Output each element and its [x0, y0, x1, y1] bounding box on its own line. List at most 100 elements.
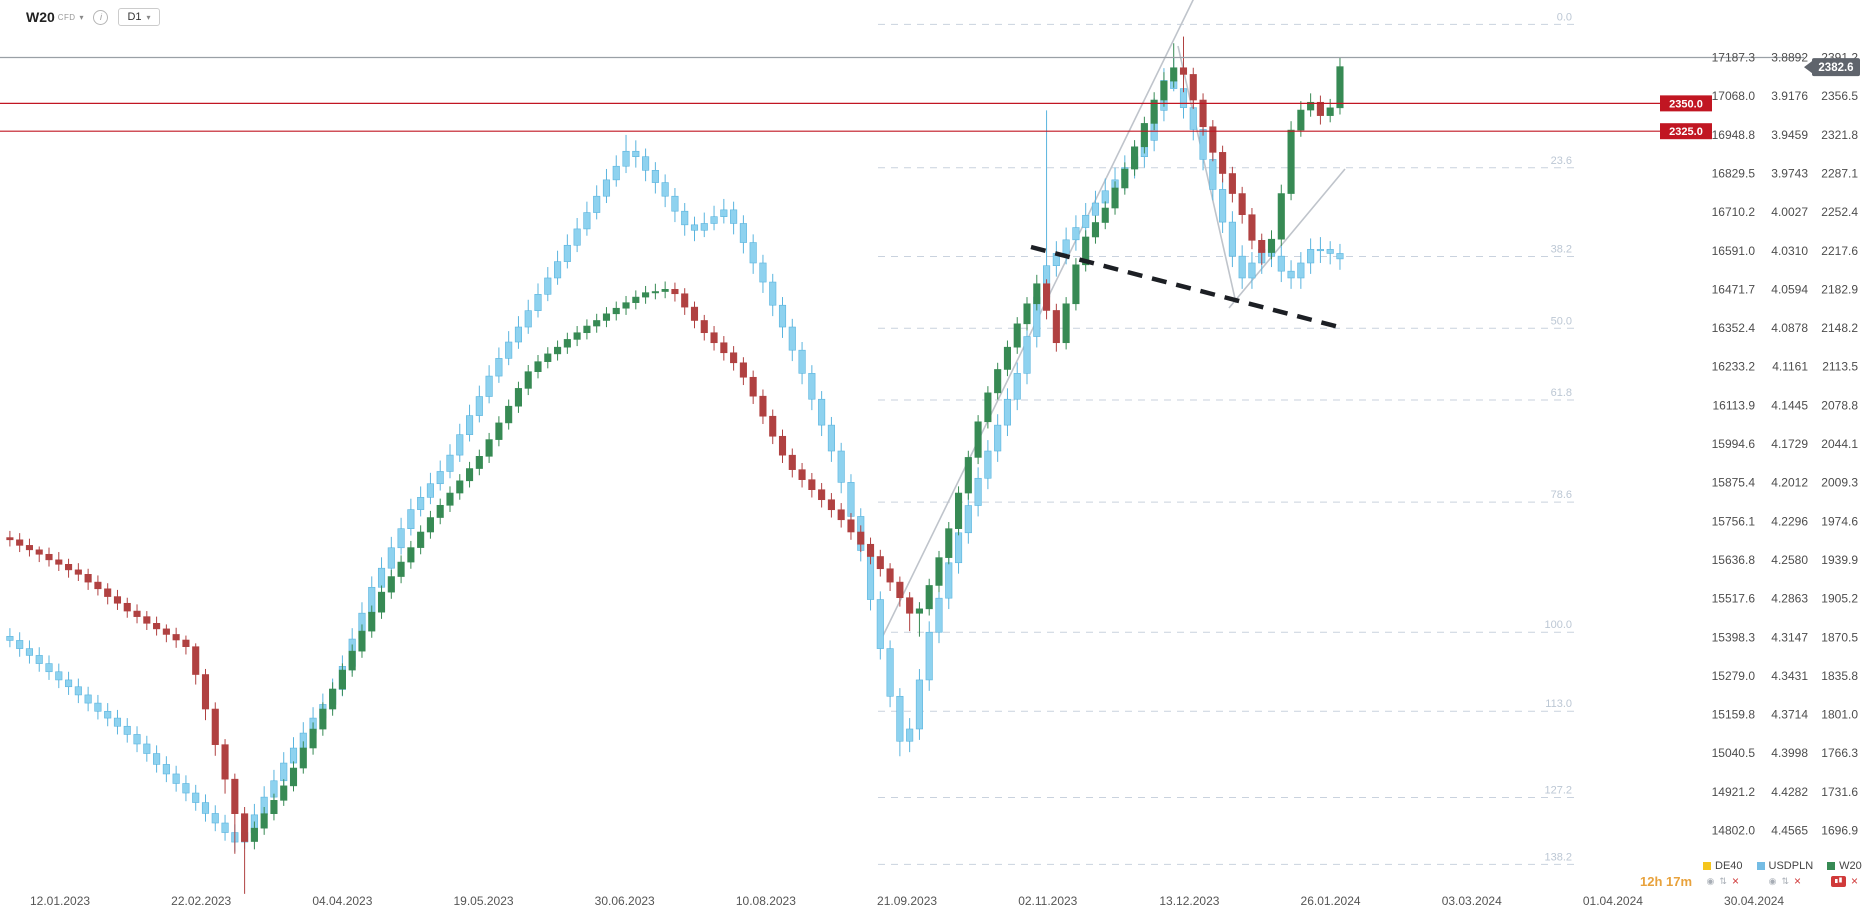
usdpln-candle-body — [201, 802, 210, 814]
w20-candle-body — [1228, 173, 1236, 194]
axis-price-label: 15517.6 — [1712, 592, 1756, 606]
w20-candle-body — [1062, 303, 1070, 344]
usdpln-candle-body — [1209, 159, 1217, 190]
usdpln-candle-body — [974, 477, 982, 506]
w20-candle-body — [65, 563, 73, 571]
x-axis-date-label: 02.11.2023 — [1018, 894, 1077, 908]
w20-candle-body — [524, 371, 532, 389]
x-axis-date-label: 12.01.2023 — [30, 894, 90, 908]
axis-price-label: 15159.8 — [1712, 708, 1756, 722]
w20-candle-body — [16, 539, 24, 546]
axis-price-label: 2009.3 — [1821, 476, 1858, 490]
usdpln-candle-body — [495, 358, 503, 377]
usdpln-candle-body — [818, 398, 826, 426]
chevron-down-icon: ▾ — [146, 12, 151, 22]
axis-price-label: 4.4282 — [1771, 785, 1808, 799]
axis-price-label: 2252.4 — [1821, 205, 1858, 219]
instrument-symbol[interactable]: W20 — [26, 9, 55, 25]
usdpln-candle-body — [925, 631, 933, 681]
w20-candle-body — [964, 457, 972, 494]
w20-candle-body — [475, 456, 483, 469]
price-line-label: 2350.0 — [1669, 98, 1703, 110]
w20-candle-body — [1170, 67, 1178, 82]
usdpln-candle-body — [436, 471, 444, 485]
visibility-icon[interactable]: ◉ — [1768, 875, 1777, 886]
usdpln-candle-body — [524, 310, 532, 328]
w20-candle-body — [573, 332, 581, 340]
legend-item-usdpln[interactable]: USDPLN ◉ ⇅ × — [1756, 860, 1813, 888]
usdpln-candle-body — [113, 717, 122, 727]
usdpln-candle-body — [876, 599, 884, 649]
scale-icon[interactable]: ⇅ — [1781, 875, 1790, 886]
w20-candle-body — [1131, 146, 1139, 170]
w20-candle-body — [818, 489, 826, 501]
usdpln-candle-body — [211, 813, 219, 824]
usdpln-candle-body — [886, 648, 894, 697]
usdpln-candle-body — [1326, 249, 1334, 254]
close-icon[interactable]: × — [1850, 874, 1858, 888]
x-axis-date-label: 01.04.2024 — [1583, 894, 1643, 908]
price-line-label-box[interactable] — [1660, 95, 1712, 112]
usdpln-candle-body — [710, 216, 718, 224]
axis-price-label: 4.1445 — [1771, 398, 1808, 412]
axis-price-label: 2044.1 — [1821, 437, 1858, 451]
w20-candle-body — [397, 561, 405, 577]
axis-price-label: 16948.8 — [1712, 128, 1756, 142]
close-icon[interactable]: × — [1794, 874, 1802, 888]
legend-item-w20[interactable]: W20 × — [1827, 860, 1862, 887]
trend-line[interactable] — [1177, 45, 1237, 304]
axis-price-label: 2287.1 — [1821, 166, 1858, 180]
w20-candle-body — [1121, 168, 1129, 189]
series-color-swatch — [1756, 862, 1765, 870]
usdpln-candle-body — [1287, 270, 1295, 279]
scale-icon[interactable]: ⇅ — [1719, 875, 1727, 886]
w20-candle-body — [368, 611, 376, 632]
usdpln-candle-body — [612, 165, 620, 181]
timeframe-value: D1 — [127, 11, 142, 23]
chart-style-button[interactable] — [1830, 875, 1846, 887]
chevron-down-icon[interactable]: ▾ — [79, 12, 84, 22]
fib-level-label: 61.8 — [1551, 387, 1572, 399]
axis-price-label: 15279.0 — [1712, 669, 1756, 683]
w20-candle-body — [954, 492, 963, 529]
x-axis-date-label: 13.12.2023 — [1159, 894, 1219, 908]
visibility-icon[interactable]: ◉ — [1706, 875, 1715, 886]
usdpln-candle-body — [651, 170, 659, 183]
usdpln-candle-body — [554, 261, 562, 279]
axis-price-label: 16591.0 — [1712, 244, 1756, 258]
usdpln-candle-body — [778, 304, 787, 328]
w20-candle-body — [984, 392, 992, 423]
w20-candle-body — [495, 422, 503, 440]
usdpln-candle-body — [1297, 262, 1305, 279]
legend-item-de40[interactable]: DE40 ◉ ⇅ × — [1703, 860, 1743, 887]
axis-price-label: 4.1729 — [1771, 437, 1808, 451]
w20-candle-body — [1150, 99, 1158, 124]
trend-line[interactable] — [1228, 168, 1346, 309]
price-line-label-box[interactable] — [1660, 123, 1712, 140]
w20-candle-body — [1316, 101, 1324, 116]
w20-candle-body — [661, 288, 669, 292]
axis-price-label: 15040.5 — [1712, 746, 1756, 760]
axis-price-label: 17187.3 — [1712, 51, 1756, 65]
w20-candle-body — [270, 800, 278, 814]
session-countdown: 12h 17m — [1640, 874, 1693, 889]
info-icon[interactable]: i — [93, 9, 109, 25]
usdpln-candle-body — [632, 150, 640, 157]
w20-candle-body — [788, 454, 796, 470]
usdpln-candle-body — [417, 497, 425, 510]
w20-candle-body — [896, 581, 904, 598]
axis-price-label: 4.0310 — [1771, 244, 1808, 258]
axis-price-label: 1939.9 — [1821, 553, 1858, 567]
w20-candle-body — [622, 302, 630, 309]
dashed-trend-line[interactable] — [1030, 244, 1344, 331]
timeframe-select[interactable]: D1 ▾ — [118, 8, 160, 26]
w20-candle-body — [642, 292, 650, 298]
usdpln-candle-body — [945, 562, 953, 599]
w20-candle-body — [994, 369, 1002, 394]
close-icon[interactable]: × — [1731, 874, 1739, 888]
fib-level-label: 138.2 — [1544, 851, 1572, 863]
w20-candle-body — [231, 778, 239, 814]
w20-candle-body — [250, 827, 258, 842]
axis-price-label: 4.0027 — [1771, 205, 1808, 219]
